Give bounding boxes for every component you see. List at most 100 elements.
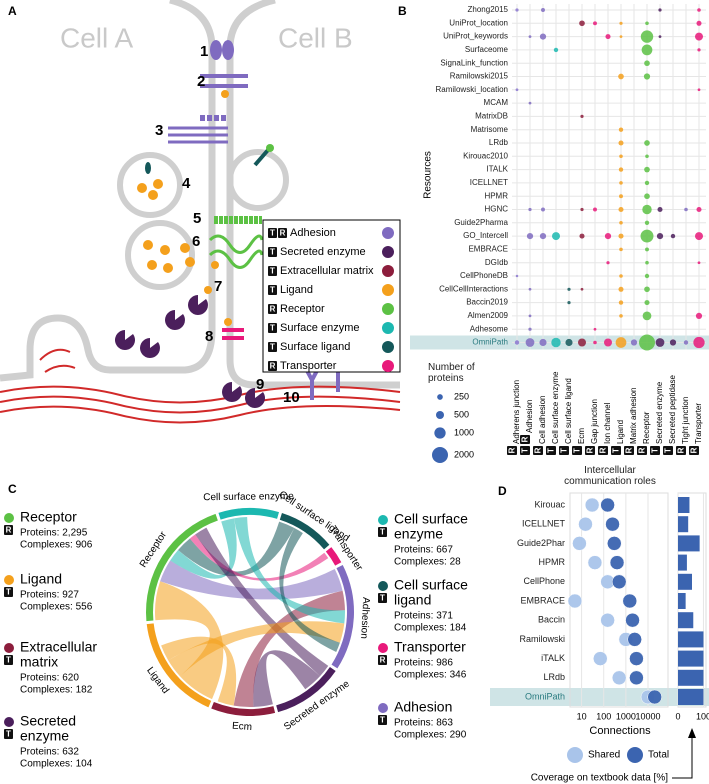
tag-box [520,435,530,444]
group-proteins: Proteins: 927 [20,590,79,601]
legend-label: Transporter [280,360,337,372]
tag-box [268,342,277,352]
size-legend-label: 2000 [454,449,474,459]
dot [697,261,701,265]
dot [593,207,597,212]
dot [658,8,662,12]
dot [584,497,600,513]
tag-letter: T [560,448,569,453]
legend-swatch [627,747,643,763]
dot [697,48,701,52]
role-tag: R [378,655,387,665]
size-legend-dot [437,394,443,400]
tag-letter: R [280,229,286,238]
row-label: EMBRACE [520,595,565,605]
dot [695,32,703,41]
row-label: HPMR [539,557,566,567]
dot [619,181,623,185]
group-swatch [4,575,14,585]
chord-ribbon [279,528,340,652]
row-label: UniProt_keywords [443,32,508,41]
legend-swatch [567,747,583,763]
dot [528,287,532,291]
row-label: Baccin2019 [466,298,508,307]
dot [600,612,615,628]
dot [605,34,611,40]
dot [541,207,545,212]
tag-letter: T [521,448,530,453]
tag-letter: R [508,447,517,453]
row-label: iTALK [541,653,565,663]
chord-ribbon [253,650,321,707]
dot [618,300,624,305]
role-tag: R [637,446,647,455]
role-tag: R [624,446,634,455]
dot [528,101,532,105]
step-number: 10 [283,389,300,406]
dot [619,274,623,278]
dot [567,287,571,291]
legend-label: Adhesion [290,227,336,239]
tag-letter: T [612,448,621,453]
row-label: LRdb [489,138,509,147]
role-tag: R [598,446,608,455]
protein [221,90,229,98]
row-label: Ramilowski [519,634,565,644]
chord-arc [325,547,342,566]
coverage-bar [678,573,692,590]
chord-arc [276,666,336,713]
tag-letter: R [599,447,608,453]
row-label: OmniPath [525,691,565,701]
tag-letter: T [380,716,385,725]
dot [695,312,703,319]
legend-box [262,219,401,373]
role-tag: T [4,729,13,739]
tag-box [624,446,634,455]
row-label: OmniPath [472,338,508,347]
dot [643,73,651,80]
role-tag: T [520,446,530,455]
y-axis-title: Resources [423,151,434,199]
size-legend-dot [436,411,444,419]
legend-label: Surface enzyme [280,322,359,334]
tag-box [676,446,686,455]
group-swatch [4,717,14,727]
dot [514,340,520,345]
row-label: ITALK [486,165,508,174]
tag-letter: T [547,448,556,453]
row-label: UniProt_location [449,18,508,27]
tag-box [611,446,621,455]
row-label: Matrisome [471,125,509,134]
tag-box [650,446,660,455]
step-number: 4 [182,175,191,192]
group-complexes: Complexes: 906 [20,540,93,551]
dot [528,327,532,331]
role-tag: T [572,446,582,455]
chord-ribbon [234,517,345,624]
dot [606,261,610,265]
group-name: matrix [20,654,58,670]
dot [696,20,702,26]
x-tick-label: Adherens junction [512,380,521,444]
chord-ribbon [168,621,345,677]
group-complexes: Complexes: 28 [394,557,461,568]
tag-box [4,655,13,665]
tag-letter: T [651,448,660,453]
coverage-bar [678,554,687,571]
x-tick-label: Secreted enzyme [655,381,664,444]
coverage-bar [678,497,690,513]
dot [619,35,623,38]
group-name: Secreted [20,713,76,729]
chord-ribbon [195,527,329,677]
tag-letter: R [586,447,595,453]
group-proteins: Proteins: 371 [394,611,453,622]
coverage-bar [678,669,704,686]
row-label: SignaLink_function [440,58,508,67]
role-tag: R [520,435,530,444]
tag-box [663,446,673,455]
legend-swatch [382,322,394,334]
group-name: Extracellular [20,639,97,655]
dot [539,33,547,40]
chord-arc [211,702,276,716]
